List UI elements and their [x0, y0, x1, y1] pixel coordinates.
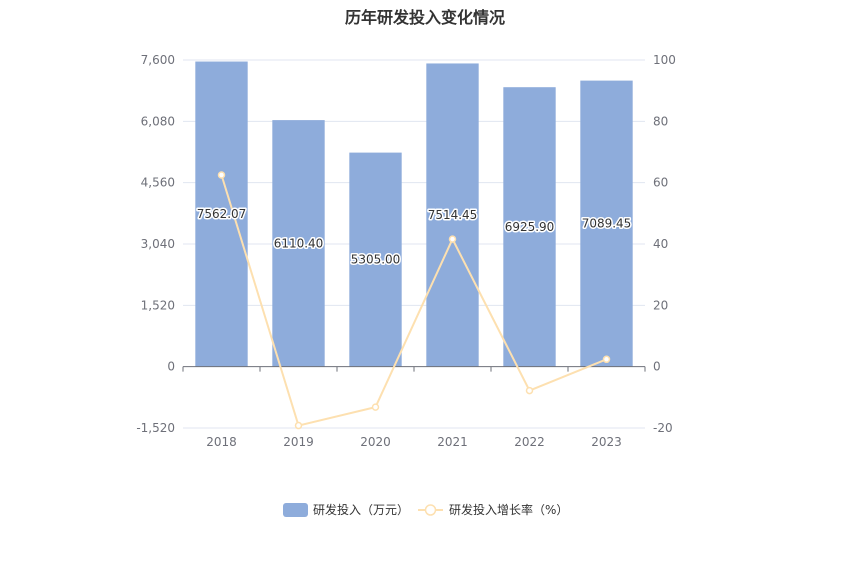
bar-value-label: 7514.45	[428, 208, 478, 222]
y-right-tick-label: -20	[653, 421, 673, 435]
y-right-tick-label: 60	[653, 176, 668, 190]
growth-point	[525, 386, 534, 395]
y-right-tick-label: 100	[653, 53, 676, 67]
legend-line-marker	[424, 504, 437, 516]
bar-layer	[195, 61, 633, 367]
line-layer	[217, 171, 611, 430]
chart-title: 历年研发投入变化情况	[344, 8, 505, 27]
bar	[195, 61, 248, 367]
x-tick-label: 2023	[591, 435, 622, 449]
bar	[272, 120, 325, 367]
bar-value-label: 7089.45	[582, 217, 632, 231]
y-left-tick-label: 6,080	[141, 114, 175, 128]
label-layer: 7562.07 6110.40 5305.00 7514.45 6925.90 7089.…	[195, 206, 633, 269]
y-left-tick-label: 4,560	[141, 176, 175, 190]
legend: 研发投入（万元） 研发投入增长率（%）	[283, 502, 568, 517]
growth-point	[371, 403, 380, 411]
bar	[349, 152, 402, 367]
growth-point	[294, 421, 303, 430]
x-tick-label: 2018	[206, 435, 237, 449]
x-tick-label: 2021	[437, 435, 468, 449]
y-right-tick-label: 20	[653, 298, 668, 312]
axis-layer: -1,520 0 1,520 3,040 4,560 6,080 7,600 -20 0 20 40…	[136, 53, 676, 449]
legend-bar-label: 研发投入（万元）	[313, 502, 409, 517]
x-tick-label: 2020	[360, 435, 391, 449]
y-right-tick-label: 0	[653, 360, 661, 374]
y-left-tick-label: 1,520	[141, 298, 175, 312]
bar-value-label: 5305.00	[351, 253, 401, 267]
growth-point	[602, 355, 611, 364]
y-left-tick-label: 3,040	[141, 237, 175, 251]
bar-value-label: 6110.40	[274, 236, 324, 250]
growth-point	[217, 171, 226, 179]
y-left-tick-label: 7,600	[141, 53, 175, 67]
growth-line	[220, 174, 607, 427]
y-left-tick-label: 0	[167, 360, 175, 374]
bar-value-label: 6925.90	[505, 220, 555, 234]
y-right-tick-label: 80	[653, 114, 668, 128]
legend-line-label: 研发投入增长率（%）	[449, 502, 568, 517]
bar	[426, 63, 479, 367]
y-right-tick-label: 40	[653, 237, 668, 251]
bar	[580, 80, 633, 367]
growth-point	[448, 235, 457, 243]
x-tick-label: 2019	[283, 435, 314, 449]
x-tick-label: 2022	[514, 435, 545, 449]
grid-layer	[183, 59, 645, 429]
bar	[503, 87, 556, 367]
y-left-tick-label: -1,520	[136, 421, 175, 435]
bar-value-label: 7562.07	[197, 207, 247, 221]
legend-bar-swatch	[283, 503, 308, 517]
